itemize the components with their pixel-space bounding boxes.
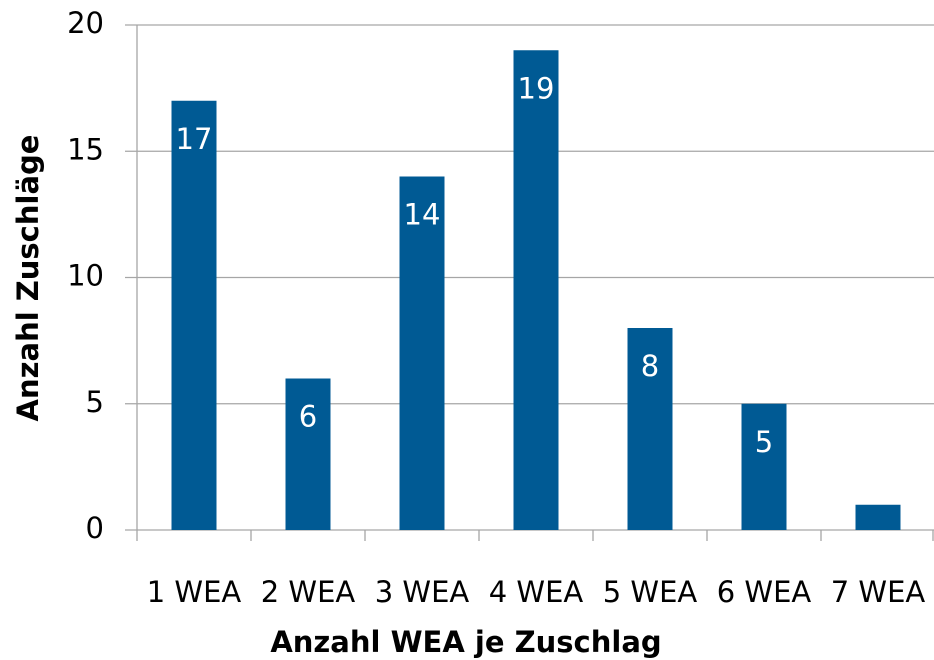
- data-label: 19: [518, 71, 555, 105]
- y-axis-title: Anzahl Zuschläge: [11, 135, 45, 422]
- data-label: 5: [755, 425, 773, 459]
- x-axis-title: Anzahl WEA je Zuschlag: [270, 625, 661, 659]
- y-tick-label: 20: [67, 6, 104, 40]
- bar: [855, 504, 901, 530]
- bar: [741, 403, 787, 530]
- x-tick-label: 6 WEA: [717, 575, 812, 609]
- x-tick-label: 3 WEA: [375, 575, 470, 609]
- bar: [627, 328, 673, 530]
- x-tick-label: 2 WEA: [261, 575, 356, 609]
- data-label: 6: [299, 400, 317, 434]
- x-tick-label: 1 WEA: [147, 575, 242, 609]
- data-label: 1: [869, 526, 887, 560]
- data-label: 17: [176, 122, 213, 156]
- x-tick-label: 4 WEA: [489, 575, 584, 609]
- y-tick-label: 15: [67, 132, 104, 166]
- bar: [399, 176, 445, 530]
- y-tick-label: 0: [86, 511, 104, 545]
- bar: [171, 100, 217, 530]
- bar: [513, 50, 559, 530]
- data-label: 14: [404, 198, 441, 232]
- y-tick-label: 5: [86, 385, 104, 419]
- x-tick-label: 7 WEA: [831, 575, 926, 609]
- bar: [285, 378, 331, 530]
- y-tick-label: 10: [67, 259, 104, 293]
- x-tick-label: 5 WEA: [603, 575, 698, 609]
- data-label: 8: [641, 349, 659, 383]
